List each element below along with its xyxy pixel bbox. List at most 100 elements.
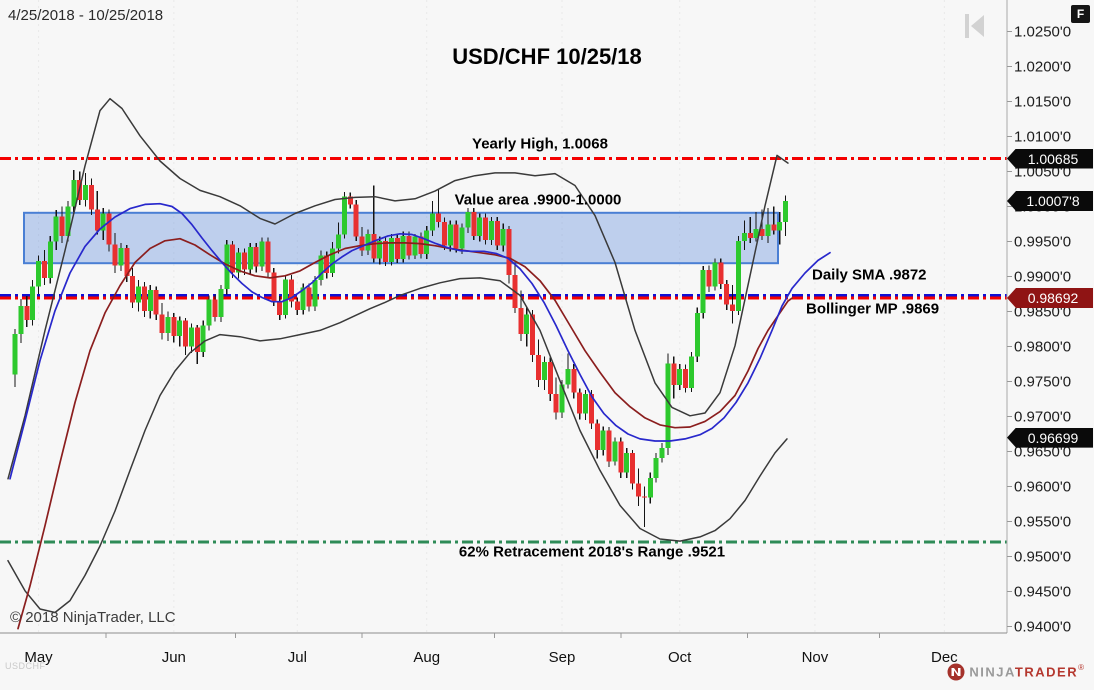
candle-body <box>400 235 406 259</box>
month-label: Nov <box>801 649 829 666</box>
candle-body <box>347 196 353 205</box>
candle-body <box>735 240 741 311</box>
candle-body <box>300 287 306 311</box>
candle-body <box>36 261 42 287</box>
price-axis-label: 1.0150'0 <box>1014 93 1072 110</box>
candle-body <box>518 308 524 334</box>
candle-body <box>606 430 612 462</box>
candle-body <box>494 221 500 246</box>
candle-body <box>677 368 683 385</box>
candle-body <box>118 247 124 266</box>
candle-body <box>330 248 336 273</box>
price-axis-label: 0.9400'0 <box>1014 618 1072 635</box>
candle-body <box>294 301 300 311</box>
month-label: Aug <box>413 649 441 666</box>
candle-body <box>659 448 665 458</box>
candle-body <box>430 213 436 231</box>
candle-body <box>159 314 165 334</box>
candle-body <box>665 363 671 448</box>
candle-body <box>753 228 759 238</box>
candle-body <box>724 284 730 305</box>
candle-body <box>100 213 106 231</box>
candle-body <box>41 261 47 278</box>
month-label: May <box>24 649 53 666</box>
candle-body <box>683 368 689 388</box>
candle-body <box>765 224 771 236</box>
candle-body <box>565 368 571 385</box>
candle-body <box>265 241 271 273</box>
month-label: Jul <box>287 649 307 666</box>
price-tag: 0.96699 <box>1007 427 1093 448</box>
candle-body <box>194 327 200 353</box>
candle-body <box>741 233 747 241</box>
go-to-last-bar-icon[interactable] <box>964 13 986 39</box>
candle-body <box>471 212 477 236</box>
ninjatrader-logo-text: NINJATRADER® <box>969 663 1084 681</box>
candle-body <box>488 221 494 241</box>
candle-body <box>394 238 400 259</box>
price-axis-label: 1.0250'0 <box>1014 23 1072 40</box>
candle-body <box>583 394 589 414</box>
candle-body <box>83 184 89 201</box>
candle-body <box>641 496 647 498</box>
candle-body <box>547 361 553 395</box>
candle-body <box>571 368 577 393</box>
candle-body <box>359 236 365 251</box>
candle-body <box>200 325 206 353</box>
month-label: Sep <box>548 649 576 666</box>
candle-body <box>630 452 636 484</box>
candle-body <box>465 212 471 228</box>
candle-body <box>712 262 718 287</box>
candle-body <box>624 452 630 473</box>
candle-body <box>177 320 183 336</box>
candle-body <box>453 224 459 249</box>
candle-body <box>241 252 247 270</box>
logo-registered-mark: ® <box>1078 663 1084 672</box>
bollinger-upper-band <box>7 97 789 480</box>
candle-body <box>483 217 489 241</box>
bollinger-lower-band <box>7 277 788 614</box>
candle-body <box>553 394 559 413</box>
candle-body <box>477 217 483 236</box>
candle-body <box>94 209 100 231</box>
candle-body <box>541 361 547 381</box>
candle-body <box>247 247 253 270</box>
candle-body <box>306 287 312 307</box>
candle-body <box>18 305 24 334</box>
candle-body <box>353 204 359 237</box>
candle-body <box>377 240 383 259</box>
candle-body <box>53 216 59 242</box>
value-area-label: Value area .9900-1.0000 <box>454 191 622 209</box>
candle-body <box>506 228 512 276</box>
candle-body <box>524 314 530 334</box>
candle-body <box>188 327 194 347</box>
candle-body <box>153 289 159 315</box>
candle-body <box>124 247 130 276</box>
ninjatrader-logo-icon <box>947 663 965 681</box>
daily-sma-curve <box>9 202 831 480</box>
candle-body <box>577 392 583 414</box>
candle-body <box>441 221 447 246</box>
bollinger-mp-label: Bollinger MP .9869 <box>806 300 940 318</box>
candle-body <box>365 233 371 251</box>
candle-body <box>594 423 600 451</box>
candle-body <box>559 384 565 413</box>
candle-body <box>318 255 324 280</box>
price-tag: 0.98692 <box>1007 288 1093 309</box>
candle-body <box>653 457 659 479</box>
candle-body <box>47 241 53 278</box>
candle-body <box>106 213 112 245</box>
bollinger-midline-sma <box>17 237 793 630</box>
price-tag: 1.0007'8 <box>1007 191 1093 212</box>
candle-body <box>406 235 412 256</box>
candle-body <box>412 236 418 256</box>
price-tag: 1.00685 <box>1007 148 1093 169</box>
candle-body <box>706 270 712 287</box>
candle-body <box>647 478 653 498</box>
candle-body <box>136 286 142 303</box>
candle-body <box>688 356 694 388</box>
candle-body <box>183 320 189 347</box>
candle-body <box>324 255 330 273</box>
retracement-label: 62% Retracement 2018's Range .9521 <box>458 543 726 561</box>
